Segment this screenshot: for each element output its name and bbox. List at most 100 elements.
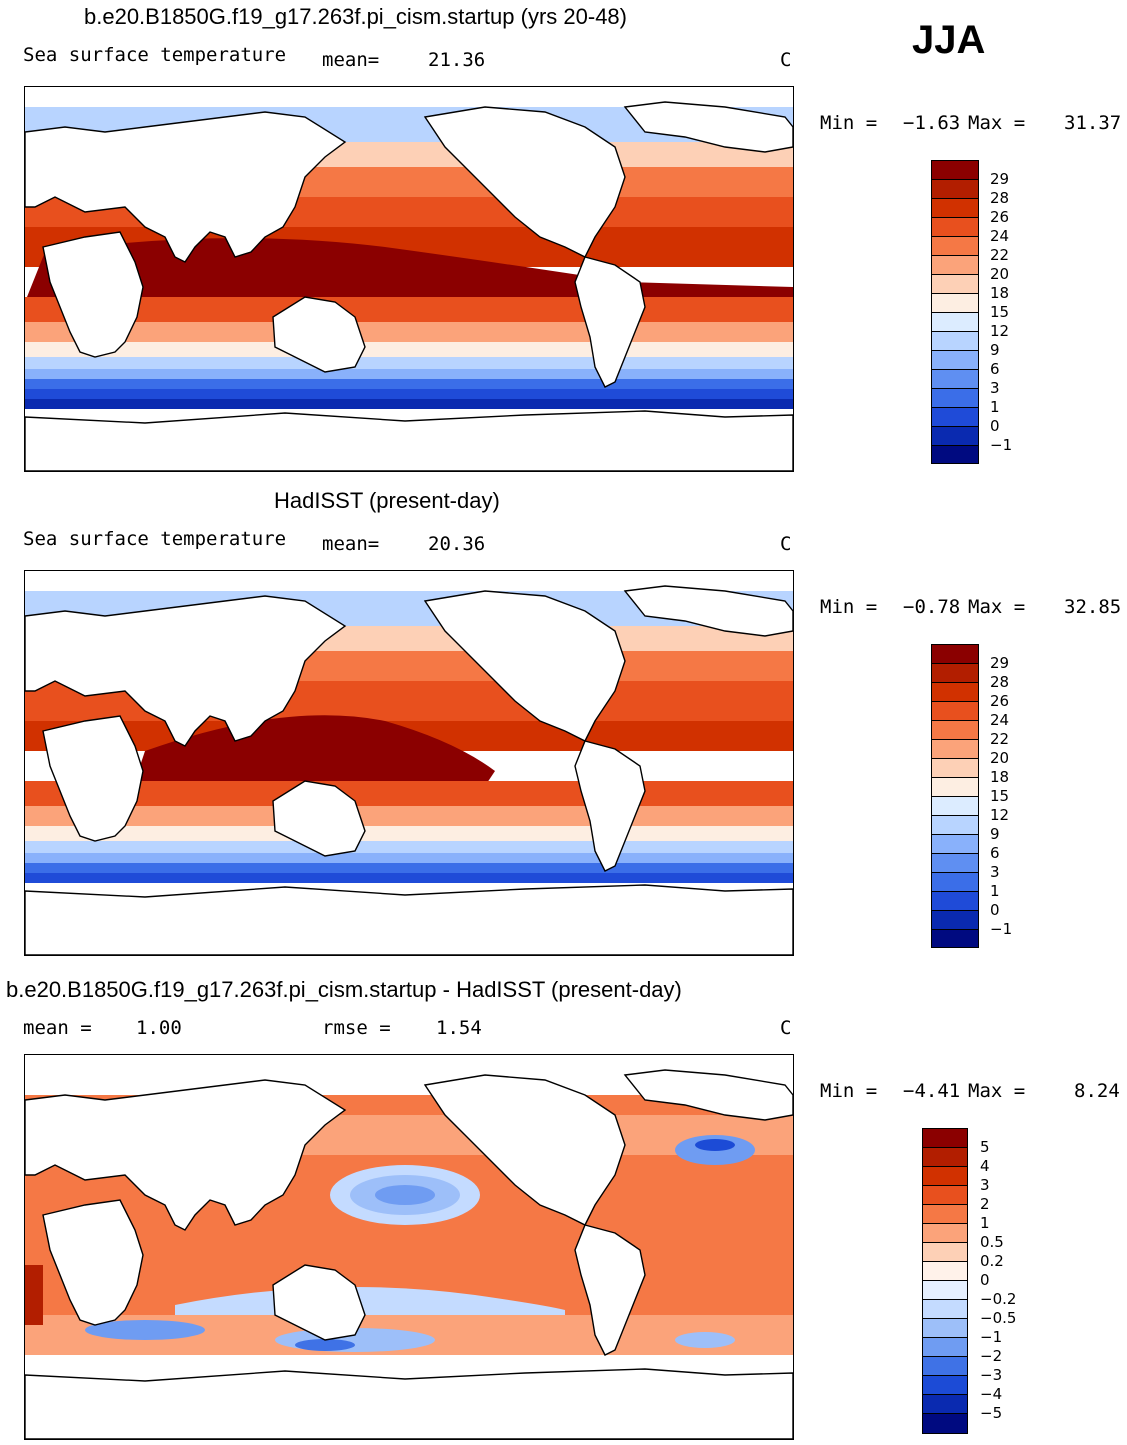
panel-1-colorbar-swatch (932, 218, 978, 237)
panel-2-field-label: Sea surface temperature (23, 528, 287, 550)
panel-3-colorbar-swatch (923, 1129, 967, 1148)
panel-1-colorbar-swatch (932, 351, 978, 370)
panel-3-colorbar-swatch (923, 1338, 967, 1357)
panel-1-min-value: −1.63 (903, 112, 961, 134)
colorbar-tick: −1 (990, 436, 1013, 454)
colorbar-tick: 15 (990, 303, 1010, 321)
panel-3-mean-value: 1.00 (136, 1017, 182, 1039)
panel-2-colorbar-swatch (932, 702, 978, 721)
panel-1-colorbar-swatch (932, 370, 978, 389)
panel-2-colorbar-swatch (932, 911, 978, 930)
panel-2-colorbar-swatch (932, 930, 978, 947)
colorbar-tick: 29 (990, 170, 1010, 188)
panel-3-units: C (780, 1017, 792, 1039)
panel-3-colorbar-swatch (923, 1148, 967, 1167)
panel-2-max-label: Max = (968, 596, 1026, 618)
panel-3-colorbar-swatch (923, 1205, 967, 1224)
colorbar-tick: −0.5 (980, 1309, 1017, 1327)
colorbar-tick: 0 (980, 1271, 990, 1289)
panel-3-map (24, 1054, 794, 1440)
panel-1-colorbar-swatch (932, 332, 978, 351)
season-label: JJA (912, 18, 986, 62)
colorbar-tick: 3 (990, 863, 1000, 881)
panel-2-colorbar-swatch (932, 835, 978, 854)
panel-1-colorbar-swatch (932, 446, 978, 463)
colorbar-tick: 24 (990, 711, 1010, 729)
colorbar-tick: 12 (990, 322, 1010, 340)
panel-2-map-svg (25, 571, 793, 955)
panel-3-colorbar-swatch (923, 1376, 967, 1395)
colorbar-tick: 26 (990, 208, 1010, 226)
panel-1-map-svg (25, 87, 793, 471)
panel-3-colorbar-swatch (923, 1357, 967, 1376)
panel-1-colorbar-swatch (932, 389, 978, 408)
colorbar-tick: 18 (990, 768, 1010, 786)
panel-3-colorbar-swatch (923, 1395, 967, 1414)
colorbar-tick: 1 (990, 882, 1000, 900)
panel-2-colorbar-swatch (932, 797, 978, 816)
colorbar-tick: −2 (980, 1347, 1003, 1365)
colorbar-tick: 0 (990, 417, 1000, 435)
panel-2-colorbar-swatch (932, 683, 978, 702)
panel-2-colorbar-swatch (932, 778, 978, 797)
colorbar-tick: 0.5 (980, 1233, 1004, 1251)
colorbar-tick: 20 (990, 265, 1010, 283)
colorbar-tick: −1 (980, 1328, 1003, 1346)
panel-1-mean-label: mean= (322, 49, 380, 71)
panel-3-colorbar-swatch (923, 1414, 967, 1433)
panel-1-title: b.e20.B1850G.f19_g17.263f.pi_cism.startu… (84, 4, 627, 29)
panel-3-colorbar-swatch (923, 1243, 967, 1262)
colorbar-tick: 6 (990, 360, 1000, 378)
colorbar-tick: 22 (990, 246, 1010, 264)
panel-1-colorbar-swatch (932, 313, 978, 332)
colorbar-tick: 12 (990, 806, 1010, 824)
colorbar-tick: 20 (990, 749, 1010, 767)
colorbar-tick: 1 (980, 1214, 990, 1232)
panel-2-colorbar-swatch (932, 759, 978, 778)
colorbar-tick: 4 (980, 1157, 990, 1175)
panel-3-colorbar (922, 1128, 968, 1434)
panel-1-colorbar-swatch (932, 275, 978, 294)
colorbar-tick: 0 (990, 901, 1000, 919)
panel-3-colorbar-swatch (923, 1281, 967, 1300)
panel-3-colorbar-swatch (923, 1262, 967, 1281)
panel-2-colorbar-swatch (932, 721, 978, 740)
panel-1-colorbar-ticks: 29 28 26 24 22 20 18 15 12 9 6 3 1 0 −1 (990, 170, 1050, 455)
colorbar-tick: −3 (980, 1366, 1003, 1384)
panel-3-min-label: Min = (820, 1080, 878, 1102)
panel-1-colorbar-swatch (932, 161, 978, 180)
colorbar-tick: −1 (990, 920, 1013, 938)
panel-1-colorbar-swatch (932, 199, 978, 218)
colorbar-tick: 6 (990, 844, 1000, 862)
colorbar-tick: 22 (990, 730, 1010, 748)
panel-3-colorbar-swatch (923, 1224, 967, 1243)
panel-2-mean-label: mean= (322, 533, 380, 555)
panel-2-min-label: Min = (820, 596, 878, 618)
panel-1-colorbar-swatch (932, 427, 978, 446)
panel-3-rmse-value: 1.54 (436, 1017, 482, 1039)
panel-3-colorbar-swatch (923, 1186, 967, 1205)
panel-2-colorbar-swatch (932, 740, 978, 759)
panel-2-mean-value: 20.36 (428, 533, 486, 555)
panel-2-colorbar-swatch (932, 816, 978, 835)
colorbar-tick: 26 (990, 692, 1010, 710)
panel-3-map-svg (25, 1055, 793, 1439)
panel-2-units: C (780, 533, 792, 555)
panel-2-colorbar (931, 644, 979, 948)
panel-3-max-label: Max = (968, 1080, 1026, 1102)
panel-3-colorbar-swatch (923, 1167, 967, 1186)
panel-3-min-value: −4.41 (903, 1080, 961, 1102)
panel-1-max-value: 31.37 (1064, 112, 1122, 134)
panel-2-colorbar-swatch (932, 892, 978, 911)
panel-2-map (24, 570, 794, 956)
panel-1-field-label: Sea surface temperature (23, 44, 287, 66)
panel-3-colorbar-swatch (923, 1300, 967, 1319)
panel-3-rmse-label: rmse = (322, 1017, 391, 1039)
panel-1-colorbar-swatch (932, 256, 978, 275)
colorbar-tick: 28 (990, 189, 1010, 207)
colorbar-tick: 2 (980, 1195, 990, 1213)
colorbar-tick: 5 (980, 1138, 990, 1156)
colorbar-tick: 9 (990, 825, 1000, 843)
colorbar-tick: −5 (980, 1404, 1003, 1422)
colorbar-tick: 29 (990, 654, 1010, 672)
